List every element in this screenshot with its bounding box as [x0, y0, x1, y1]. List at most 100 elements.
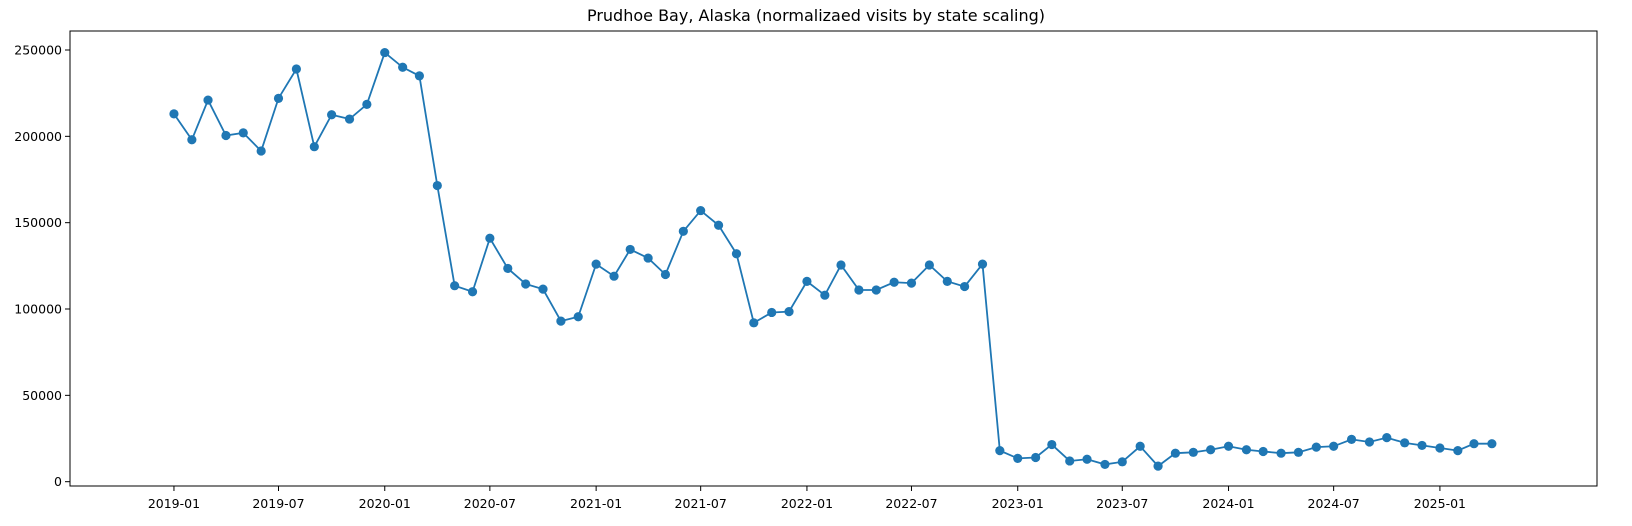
data-point — [1276, 448, 1286, 458]
x-axis: 2019-01 2019-07 2020-01 2020-07 2021-01 2021-… — [148, 486, 1466, 511]
data-point — [1453, 446, 1463, 456]
y-tick-label: 0 — [54, 474, 62, 489]
data-point — [309, 142, 319, 152]
y-tick-label: 250000 — [14, 42, 62, 57]
data-point — [187, 135, 197, 145]
x-tick-label: 2024-01 — [1202, 496, 1254, 511]
data-point — [1311, 442, 1321, 452]
data-point — [1223, 441, 1234, 451]
x-tick-label: 2023-01 — [992, 496, 1044, 511]
x-tick-label: 2020-07 — [464, 496, 516, 511]
data-point — [924, 260, 934, 270]
plot-area-frame — [69, 30, 1598, 487]
data-point — [450, 281, 460, 291]
data-point — [291, 64, 301, 74]
x-tick-label: 2023-07 — [1096, 496, 1148, 511]
data-point — [1382, 433, 1392, 443]
data-point — [906, 278, 917, 288]
data-point — [889, 277, 899, 287]
data-point — [327, 110, 337, 120]
data-point — [836, 260, 846, 270]
data-point — [977, 259, 988, 269]
data-point — [203, 95, 213, 105]
data-point — [256, 146, 266, 156]
x-tick-label: 2019-01 — [148, 496, 200, 511]
data-point — [767, 307, 777, 318]
data-point — [660, 269, 671, 280]
data-point — [362, 99, 372, 109]
x-tick-label: 2024-07 — [1308, 496, 1360, 511]
data-point — [273, 93, 284, 103]
data-point — [344, 114, 355, 124]
data-point — [1435, 443, 1445, 453]
y-tick-label: 150000 — [14, 215, 62, 230]
data-point — [485, 233, 495, 243]
x-tick-label: 2021-07 — [675, 496, 727, 511]
y-tick-label: 100000 — [14, 302, 62, 317]
data-point — [380, 47, 390, 58]
data-point — [749, 318, 759, 328]
data-point — [625, 244, 635, 255]
data-point — [1047, 439, 1057, 450]
data-point — [556, 316, 566, 326]
data-point — [1117, 457, 1127, 467]
data-point — [591, 259, 601, 269]
x-tick-label: 2022-01 — [781, 496, 833, 511]
data-point — [871, 285, 881, 295]
x-tick-label: 2022-07 — [885, 496, 937, 511]
data-point — [854, 285, 864, 295]
x-tick-label: 2019-07 — [252, 496, 304, 511]
data-point — [1100, 459, 1110, 470]
data-point — [1031, 452, 1041, 463]
data-point — [1487, 439, 1497, 449]
data-point — [731, 249, 742, 259]
data-point — [1241, 445, 1252, 455]
data-point — [573, 312, 583, 322]
data-point — [1135, 441, 1145, 451]
data-point — [1469, 439, 1479, 449]
data-point — [609, 271, 619, 281]
data-point — [521, 279, 531, 289]
data-point — [503, 263, 513, 274]
data-point — [942, 276, 952, 286]
data-point — [820, 290, 830, 300]
data-point — [1153, 461, 1163, 471]
data-point — [238, 128, 248, 138]
data-point — [467, 287, 478, 297]
series-markers — [169, 47, 1497, 471]
x-tick-label: 2021-01 — [570, 496, 622, 511]
data-point — [1082, 454, 1092, 464]
data-point — [1013, 453, 1023, 463]
data-point — [802, 276, 812, 286]
data-point — [398, 62, 408, 72]
data-point — [432, 180, 442, 191]
data-point — [784, 306, 794, 317]
data-point — [995, 446, 1005, 456]
data-point — [221, 130, 231, 141]
data-point — [1065, 456, 1075, 466]
y-tick-label: 50000 — [22, 388, 62, 403]
data-point — [1206, 445, 1216, 455]
data-point — [643, 253, 653, 263]
x-tick-label: 2025-01 — [1414, 496, 1466, 511]
data-point — [1417, 440, 1427, 451]
data-point — [1364, 437, 1375, 447]
data-point — [1258, 446, 1268, 457]
data-point — [538, 284, 548, 294]
series-line — [173, 51, 1492, 468]
x-tick-label: 2020-01 — [359, 496, 411, 511]
y-axis: 0 50000 100000 150000 200000 250000 — [14, 42, 70, 489]
data-point — [1346, 434, 1357, 444]
data-point — [960, 281, 970, 292]
data-point — [696, 205, 706, 216]
y-tick-label: 200000 — [14, 129, 62, 144]
data-point — [1170, 448, 1181, 458]
chart-title: Prudhoe Bay, Alaska (normalizaed visits … — [587, 6, 1045, 25]
data-point — [1400, 438, 1410, 448]
data-point — [1329, 441, 1339, 451]
data-point — [1188, 447, 1198, 457]
data-point — [1293, 447, 1304, 457]
data-point — [713, 220, 724, 230]
data-point — [169, 109, 179, 119]
